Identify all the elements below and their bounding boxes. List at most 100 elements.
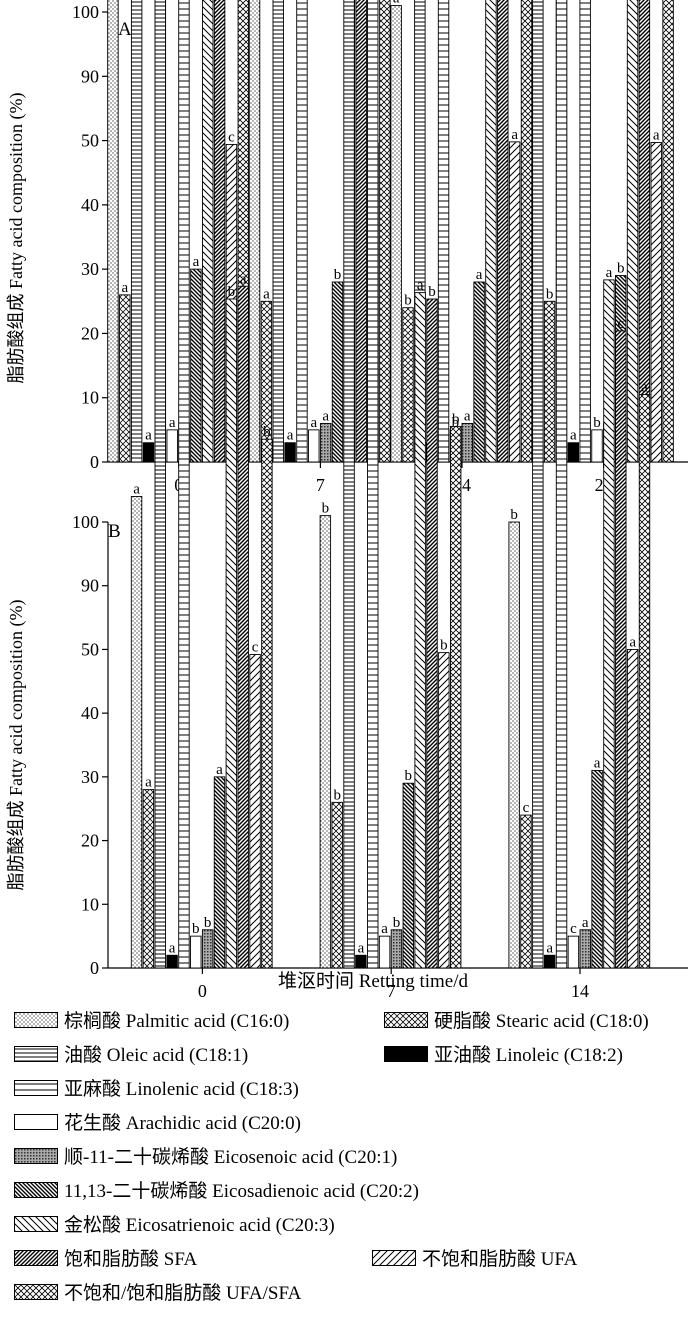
panel-b-bar [544,954,556,969]
panel-b-ytick-label: 20 [81,831,99,851]
panel-b-bar [508,521,520,969]
panel-b-significance-letter: b [405,768,413,784]
panel-b-significance-letter: a [582,915,589,931]
panel-a-ytick-label: 0 [90,452,99,472]
panel-a-ytick-label: 100 [72,2,99,22]
panel-a-bar [437,0,450,463]
panel-a-significance-letter: a [570,428,577,444]
panel-b-bar [319,515,332,969]
panel-b-bar [178,0,190,969]
legend: 棕榈酸 Palmitic acid (C16:0) 硬脂酸 Stearic ac… [0,1000,700,1337]
fatty-acid-chart: 01020304050901000aaaacaaabacc7bababaabab… [6,0,688,1000]
panel-b-significance-letter: b [228,284,236,300]
panel-b-ytick-label: 30 [81,767,99,787]
legend-item-arachidic: 花生酸 Arachidic acid (C20:0) [14,1108,301,1135]
panel-a-bar [543,300,556,463]
panel-a-significance-letter: a [464,408,471,424]
panel-b-ytick-label: 90 [81,576,99,596]
panel-a-significance-letter: b [546,286,554,302]
panel-b-bar [615,330,627,969]
panel-a-significance-letter: a [263,286,270,302]
panel-b-bar [603,279,615,969]
legend-swatch [14,1079,58,1096]
legend-item-eicosenoic: 顺-11-二十碳烯酸 Eicosenoic acid (C20:1) [14,1142,397,1169]
legend-label: 饱和脂肪酸 SFA [64,1249,198,1270]
panel-a-bar [355,0,367,463]
legend-swatch [14,1181,58,1198]
panel-b-significance-letter: a [169,940,176,956]
panel-b-bar [438,652,450,969]
legend-swatch [14,1011,58,1028]
panel-a-significance-letter: b [593,415,601,431]
panel-b-bar [249,654,261,969]
panel-a-bar [497,0,509,463]
panel-b-significance-letter: a [546,940,553,956]
panel-b-label: B [108,521,121,542]
legend-label: 亚麻酸 Linolenic acid (C18:3) [64,1079,299,1100]
panel-a-bar [579,0,591,463]
panel-b-bar [343,0,355,969]
panel-a-ytick-label: 90 [81,66,99,86]
panel-a-significance-letter: b [334,267,342,283]
panel-a-bar [107,0,119,463]
legend-label: 油酸 Oleic acid (C18:1) [64,1045,249,1066]
panel-a-bar [319,422,332,463]
legend-swatch [14,1215,58,1232]
panel-a-bar [485,0,497,463]
panel-a-bar [626,0,639,463]
legend-item-ufa-sfa: 不饱和/饱和脂肪酸 UFA/SFA [14,1278,301,1305]
legend-item-oleic: 油酸 Oleic acid (C18:1) [14,1040,248,1067]
panel-b-bar [261,438,273,969]
panel-b-significance-letter: b [393,915,401,931]
panel-b-significance-letter: b [428,284,436,300]
legend-item-eicosadienoic: 11,13-二十碳烯酸 Eicosadienoic acid (C20:2) [14,1176,419,1203]
panel-b-significance-letter: b [333,787,341,803]
panel-b-bar [190,935,202,969]
panel-b-bar [402,782,414,969]
panel-b-bar [378,935,391,969]
panel-b-significance-letter: a [641,380,648,396]
panel-b-bar [130,496,143,969]
legend-label: 金松酸 Eicosatrienoic acid (C20:3) [64,1215,335,1236]
panel-b-bar [555,0,568,969]
panel-a-bar [402,307,414,463]
panel-a-significance-letter: b [452,415,460,431]
panel-b-significance-letter: a [240,271,247,287]
panel-b: 01020304050901000aaaacbbabacb7bbaababbab… [72,0,688,1000]
legend-swatch [14,1147,58,1164]
panel-a-ytick-label: 50 [81,131,99,151]
panel-b-bar [166,954,178,969]
legend-label: 不饱和脂肪酸 UFA [422,1249,578,1270]
panel-a-significance-letter: a [121,280,128,296]
panel-b-bar [426,298,438,969]
panel-b-bar [213,776,226,969]
panel-b-significance-letter: c [617,316,624,332]
panel-b-significance-letter: a [133,482,140,498]
panel-a-significance-letter: a [653,128,660,144]
panel-b-bar [414,292,426,969]
panel-b-ytick-label: 0 [90,958,99,978]
panel-a-bar [520,0,533,463]
panel-a-significance-letter: a [322,408,329,424]
panel-a-bar [473,281,485,463]
panel-b-significance-letter: b [263,424,271,440]
panel-b-significance-letter: b [440,638,448,654]
panel-b-bar [591,770,603,969]
legend-label: 顺-11-二十碳烯酸 Eicosenoic acid (C20:1) [64,1147,398,1168]
panel-b-bar [638,394,651,969]
panel-b-significance-letter: a [145,775,152,791]
panel-a-bar [567,442,579,463]
panel-a-significance-letter: a [145,428,152,444]
panel-a-bar [461,422,473,463]
panel-b-significance-letter: c [523,800,530,816]
panel-b-bar [201,929,214,969]
panel-a-bar [130,0,143,463]
panel-b-significance-letter: b [204,915,212,931]
panel-a-ylabel: 脂肪酸组成 Fatty acid composition (%) [6,93,27,384]
panel-a-significance-letter: c [228,129,235,145]
panel-b-bar [237,285,249,969]
panel-b-ytick-label: 50 [81,639,99,659]
panel-a-ytick-label: 10 [81,388,99,408]
panel-b-significance-letter: a [594,755,601,771]
panel-b-bar [355,954,367,969]
